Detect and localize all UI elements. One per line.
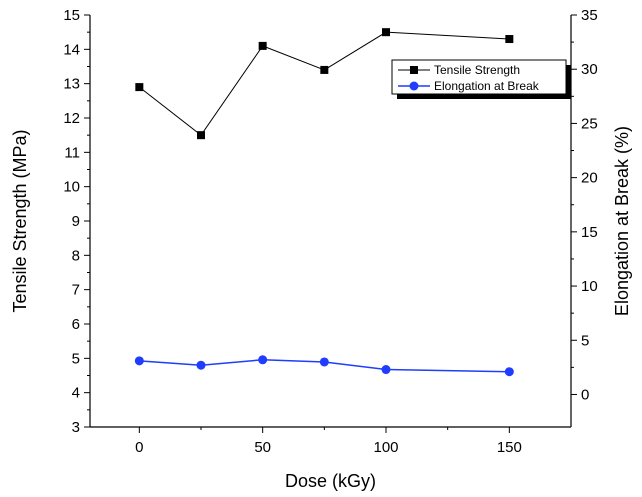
series-elongation-at-break	[134, 355, 514, 377]
y-tick-label: 8	[72, 247, 80, 264]
y-tick-label: 13	[63, 76, 80, 93]
legend-items: Tensile Strength Elongation at Break	[398, 63, 540, 93]
series-layer	[134, 28, 514, 377]
series-line	[139, 31, 510, 136]
y2-tick-label: 0	[581, 386, 589, 403]
y-tick-label: 3	[72, 419, 80, 436]
legend-marker	[410, 66, 418, 74]
legend-label: Tensile Strength	[434, 63, 520, 77]
data-point	[505, 35, 514, 44]
data-point	[319, 357, 329, 367]
x-tick-label: 150	[497, 439, 522, 456]
y2-tick-label: 35	[581, 7, 598, 24]
y-tick-label: 15	[63, 7, 80, 24]
data-point	[135, 83, 144, 92]
data-point	[197, 131, 205, 140]
x-tick-label: 50	[254, 439, 271, 456]
y-right-ticks: 0 5 10 15 20 25 30 35	[571, 7, 598, 403]
y2-tick-label: 25	[581, 115, 598, 132]
legend-label: Elongation at Break	[434, 79, 540, 93]
data-point	[320, 65, 329, 74]
y2-tick-label: 20	[581, 170, 598, 187]
y2-tick-label: 5	[581, 332, 589, 349]
y-tick-label: 12	[63, 110, 80, 127]
x-tick-label: 100	[373, 439, 398, 456]
data-point	[196, 360, 206, 370]
x-ticks: 0 50 100 150	[135, 427, 522, 456]
legend-box	[391, 59, 567, 95]
y-tick-label: 9	[72, 213, 80, 230]
y-left-ticks: 3 4 5 6 7 8 9 10 11 12 13 14 15	[63, 7, 90, 436]
data-point	[381, 365, 391, 375]
y-axis-left-title: Tensile Strength (MPa)	[10, 129, 30, 312]
y-tick-label: 7	[72, 282, 80, 299]
legend-marker	[409, 81, 419, 91]
y-axis-right-title: Elongation at Break (%)	[612, 126, 632, 316]
y2-tick-label: 30	[581, 61, 598, 78]
legend-item: Elongation at Break	[398, 79, 540, 93]
data-point	[134, 356, 144, 366]
y-tick-label: 5	[72, 350, 80, 367]
legend-item: Tensile Strength	[398, 63, 520, 77]
y-tick-label: 14	[63, 41, 80, 58]
legend: Tensile Strength Elongation at Break	[391, 59, 571, 99]
x-axis-title: Dose (kGy)	[285, 471, 376, 491]
series-line	[139, 359, 510, 373]
series-tensile-strength	[135, 28, 514, 140]
x-tick-label: 0	[135, 439, 143, 456]
y-tick-label: 11	[64, 144, 80, 161]
y-tick-label: 4	[72, 385, 80, 402]
y2-tick-label: 10	[581, 278, 598, 295]
data-point	[258, 41, 267, 50]
y-tick-label: 6	[72, 316, 80, 333]
data-point	[382, 28, 390, 37]
y2-tick-label: 15	[581, 224, 598, 241]
data-point	[258, 355, 268, 365]
data-point	[504, 367, 514, 377]
y-tick-label: 10	[63, 179, 80, 196]
